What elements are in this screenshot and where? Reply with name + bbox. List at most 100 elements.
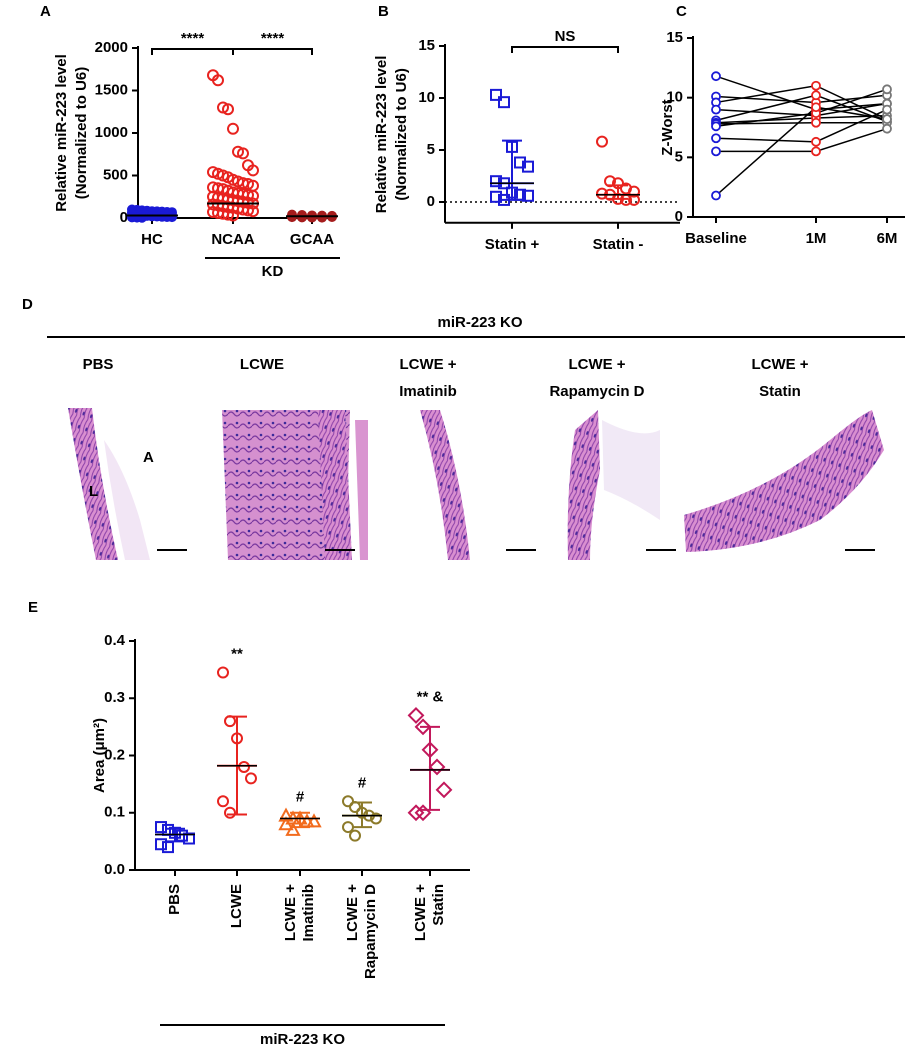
y-tick-label: 15 <box>666 29 683 46</box>
x-tick-label: Statin + <box>485 236 540 253</box>
data-point <box>278 807 294 822</box>
data-point <box>306 813 322 828</box>
group-label: KD <box>262 263 284 280</box>
y-axis-label: Relative miR-223 level <box>53 54 70 212</box>
y-tick-label: 1500 <box>95 81 128 98</box>
data-point <box>811 90 821 101</box>
column-label-line: LCWE <box>240 356 284 373</box>
panel-letter: B <box>378 3 389 20</box>
significance-label: **** <box>261 30 285 47</box>
y-axis-label: (Normalized to U6) <box>73 67 90 200</box>
data-point <box>297 212 307 223</box>
data-point <box>349 829 361 842</box>
x-tick-label: GCAA <box>290 231 334 248</box>
panel-letter: E <box>28 599 38 616</box>
data-point <box>522 189 534 202</box>
data-point <box>711 104 721 115</box>
data-point <box>882 84 892 95</box>
data-point <box>155 821 167 834</box>
x-tick-label: PBS <box>166 884 183 915</box>
histology-image <box>222 410 350 560</box>
x-tick-label: LCWE + <box>412 884 429 941</box>
x-tick-label: LCWE + <box>344 884 361 941</box>
data-point <box>176 829 188 842</box>
data-point <box>522 160 534 173</box>
data-point <box>407 707 425 724</box>
data-point <box>711 71 721 82</box>
x-tick-label: Rapamycin D <box>362 884 379 979</box>
column-label-line: Imatinib <box>399 383 457 400</box>
data-point <box>238 760 250 773</box>
data-point <box>167 212 177 223</box>
x-tick-label: HC <box>141 231 163 248</box>
data-point <box>247 164 259 177</box>
column-label-line: LCWE + <box>751 356 808 373</box>
x-tick-label: LCWE <box>228 884 245 928</box>
column-label-line: Statin <box>759 383 801 400</box>
y-tick-label: 0 <box>675 208 683 225</box>
y-tick-label: 0 <box>427 193 435 210</box>
y-tick-label: 0 <box>120 209 128 226</box>
panel-letter: A <box>40 3 51 20</box>
column-label: LCWE + Imatinib <box>399 356 457 400</box>
significance-label: # <box>358 774 367 791</box>
y-tick-label: 2000 <box>95 39 128 56</box>
significance-bracket <box>511 46 619 53</box>
data-point <box>811 146 821 157</box>
y-tick-label: 0.1 <box>104 804 125 821</box>
column-label-line: LCWE + <box>399 356 456 373</box>
data-point <box>278 816 294 831</box>
data-point <box>596 135 608 148</box>
y-tick-label: 0.4 <box>104 632 126 649</box>
data-point <box>428 758 446 776</box>
data-point <box>307 212 317 223</box>
column-label: LCWE + Rapamycin D <box>549 356 644 400</box>
data-point <box>711 190 721 201</box>
x-tick-label: Baseline <box>685 230 747 247</box>
series-line <box>715 75 888 111</box>
data-point <box>285 821 301 836</box>
significance-bracket <box>232 48 313 55</box>
y-tick-label: 1000 <box>95 124 128 141</box>
column-label: LCWE <box>240 356 284 373</box>
data-point <box>227 122 239 135</box>
data-point <box>342 821 354 834</box>
y-tick-label: 15 <box>418 37 435 54</box>
x-tick-label: NCAA <box>211 231 254 248</box>
panel-letter: C <box>676 3 687 20</box>
data-point <box>811 136 821 147</box>
data-point <box>711 121 721 132</box>
data-point <box>882 114 892 125</box>
y-tick-label: 10 <box>666 89 683 106</box>
data-point <box>490 175 502 188</box>
histology-image <box>68 408 118 560</box>
column-label-line: LCWE + <box>568 356 625 373</box>
y-tick-label: 5 <box>427 141 435 158</box>
data-point <box>222 103 234 116</box>
x-tick-label: Statin - <box>593 236 644 253</box>
data-point <box>242 204 254 217</box>
histology-image <box>104 440 150 560</box>
data-point <box>882 104 892 115</box>
significance-label: ** & <box>417 688 444 705</box>
data-point <box>882 123 892 134</box>
data-point <box>227 209 239 222</box>
data-point <box>224 806 236 819</box>
panel-letter: D <box>22 296 33 313</box>
data-point <box>811 80 821 91</box>
data-point <box>490 190 502 203</box>
data-point <box>212 74 224 87</box>
data-point <box>811 117 821 128</box>
data-point <box>247 205 259 218</box>
y-tick-label: 10 <box>418 89 435 106</box>
data-point <box>245 772 257 785</box>
tissue-label: A <box>143 449 154 466</box>
data-point <box>490 88 502 101</box>
data-point <box>237 147 249 160</box>
y-tick-label: 500 <box>103 166 128 183</box>
histology-image <box>318 410 352 560</box>
panel-d: D miR-223 KO PBS LCWE LCWE + Imatinib LCW… <box>22 296 905 560</box>
data-point <box>162 823 174 836</box>
data-point <box>217 666 229 679</box>
